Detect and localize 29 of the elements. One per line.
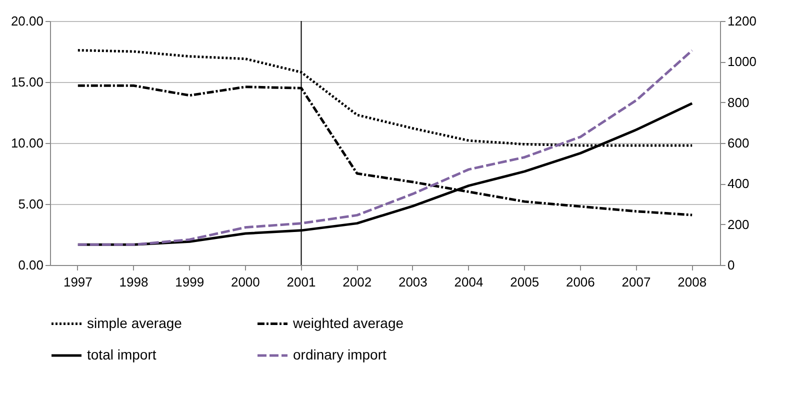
x-tick-label: 1999 xyxy=(175,274,204,290)
y-tick-label: 10.00 xyxy=(10,136,44,150)
x-tick-label: 2004 xyxy=(454,274,484,290)
y2-tick-label: 200 xyxy=(728,216,750,232)
x-tick-label: 1997 xyxy=(63,274,92,290)
x-tick-label: 2008 xyxy=(678,274,707,290)
x-tick-label: 1998 xyxy=(119,274,148,290)
x-tick-label: 2000 xyxy=(230,274,260,290)
y2-tick-label: 1200 xyxy=(728,14,756,28)
line-series xyxy=(76,49,694,246)
legend-label: ordinary import xyxy=(293,346,386,362)
x-tick-label: 2006 xyxy=(566,274,595,290)
y-tick-label: 0.00 xyxy=(18,258,44,272)
legend-label: simple average xyxy=(87,314,182,331)
y2-tick-label: 800 xyxy=(728,94,750,110)
y2-tick-label: 600 xyxy=(728,136,750,150)
y-tick-label: 20.00 xyxy=(10,14,44,28)
x-tick-label: 2001 xyxy=(286,274,316,290)
y2-tick-label: 400 xyxy=(728,176,750,192)
x-tick-label: 2002 xyxy=(342,274,372,290)
y-tick-label: 15.00 xyxy=(10,74,44,90)
y-tick-label: 5.00 xyxy=(18,196,44,212)
x-tick-label: 2007 xyxy=(622,274,651,290)
legend-label: total import xyxy=(87,346,156,362)
legend-label: weighted average xyxy=(292,314,404,331)
x-tick-label: 2003 xyxy=(398,274,428,290)
y2-tick-label: 0 xyxy=(728,258,735,272)
y2-tick-label: 1000 xyxy=(728,54,756,70)
x-tick-label: 2005 xyxy=(510,274,540,290)
